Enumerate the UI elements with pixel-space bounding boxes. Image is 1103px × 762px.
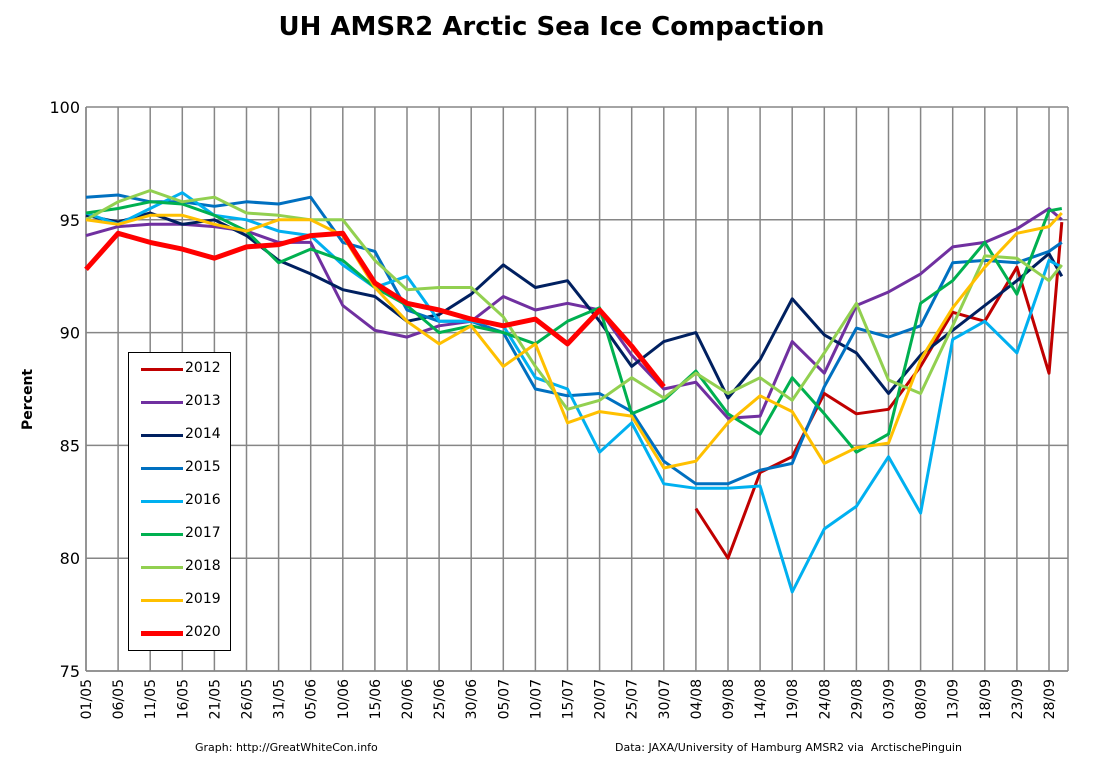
x-tick-label: 16/05 xyxy=(175,679,191,719)
legend-item-2016: 2016 xyxy=(129,491,229,511)
y-tick-label: 100 xyxy=(49,98,80,117)
x-tick-label: 11/05 xyxy=(143,679,159,719)
legend-item-2018: 2018 xyxy=(129,557,229,577)
legend-swatch xyxy=(141,401,183,404)
x-tick-label: 01/05 xyxy=(79,679,95,719)
x-tick-label: 23/09 xyxy=(1010,679,1026,719)
legend-swatch xyxy=(141,533,183,536)
x-tick-label: 21/05 xyxy=(207,679,223,719)
legend: 2012 2013 2014 2015 2016 2017 2018 2019 2020 xyxy=(128,352,231,651)
x-tick-label: 26/05 xyxy=(240,679,256,719)
footer-graph-credit: Graph: http://GreatWhiteCon.info xyxy=(195,741,378,754)
legend-item-2015: 2015 xyxy=(129,458,229,478)
x-tick-label: 20/07 xyxy=(593,679,609,719)
x-tick-label: 06/05 xyxy=(111,679,127,719)
series-line-2019 xyxy=(85,211,1063,470)
series-line-2016 xyxy=(85,191,1063,594)
x-tick-label: 18/09 xyxy=(978,679,994,719)
x-tick-label: 19/08 xyxy=(785,679,801,719)
x-tick-label: 20/06 xyxy=(400,679,416,719)
x-tick-label: 08/09 xyxy=(914,679,930,719)
legend-item-2014: 2014 xyxy=(129,425,229,445)
x-tick-label: 05/07 xyxy=(496,679,512,719)
legend-item-2013: 2013 xyxy=(129,392,229,412)
x-tick-label: 29/08 xyxy=(849,679,865,719)
series-line-2013 xyxy=(85,207,1063,420)
x-tick-label: 25/07 xyxy=(625,679,641,719)
y-axis-label: Percent xyxy=(20,368,36,430)
legend-item-2020: 2020 xyxy=(129,623,229,643)
x-tick-label: 28/09 xyxy=(1042,679,1058,719)
legend-swatch xyxy=(141,500,183,503)
legend-item-2017: 2017 xyxy=(129,524,229,544)
x-tick-label: 03/09 xyxy=(882,679,898,719)
series-line-2020 xyxy=(84,230,666,389)
legend-label: 2018 xyxy=(185,558,221,574)
legend-swatch xyxy=(141,631,183,636)
legend-label: 2014 xyxy=(185,426,221,442)
legend-label: 2015 xyxy=(185,459,221,475)
legend-swatch xyxy=(141,434,183,437)
legend-swatch xyxy=(141,566,183,569)
x-tick-label: 30/07 xyxy=(657,679,673,719)
y-tick-label: 75 xyxy=(60,662,80,681)
x-tick-label: 10/07 xyxy=(528,679,544,719)
x-tick-label: 30/06 xyxy=(464,679,480,719)
x-tick-label: 09/08 xyxy=(721,679,737,719)
legend-label: 2017 xyxy=(185,525,221,541)
legend-label: 2016 xyxy=(185,492,221,508)
series-line-2014 xyxy=(85,211,1064,400)
x-tick-label: 10/06 xyxy=(336,679,352,719)
legend-item-2019: 2019 xyxy=(129,590,229,610)
legend-label: 2019 xyxy=(185,591,221,607)
legend-label: 2013 xyxy=(185,393,221,409)
y-tick-label: 80 xyxy=(60,549,80,568)
legend-swatch xyxy=(141,599,183,602)
footer-data-credit: Data: JAXA/University of Hamburg AMSR2 v… xyxy=(615,741,962,754)
chart-title: UH AMSR2 Arctic Sea Ice Compaction xyxy=(278,12,825,42)
x-tick-label: 15/06 xyxy=(368,679,384,719)
x-tick-label: 13/09 xyxy=(946,679,962,719)
y-tick-label: 95 xyxy=(60,211,80,230)
y-tick-label: 90 xyxy=(60,324,80,343)
y-tick-label: 85 xyxy=(60,436,80,455)
x-tick-label: 25/06 xyxy=(432,679,448,719)
series-line-2018 xyxy=(85,189,1063,411)
legend-swatch xyxy=(141,467,183,470)
series-line-2017 xyxy=(85,200,1063,454)
legend-label: 2012 xyxy=(185,360,221,376)
x-tick-label: 15/07 xyxy=(561,679,577,719)
series-line-2012 xyxy=(694,221,1064,560)
x-tick-label: 05/06 xyxy=(304,679,320,719)
legend-label: 2020 xyxy=(185,624,221,640)
legend-swatch xyxy=(141,368,183,371)
legend-item-2012: 2012 xyxy=(129,359,229,379)
x-tick-label: 14/08 xyxy=(753,679,769,719)
x-tick-label: 31/05 xyxy=(272,679,288,719)
x-tick-label: 04/08 xyxy=(689,679,705,719)
x-tick-label: 24/08 xyxy=(817,679,833,719)
